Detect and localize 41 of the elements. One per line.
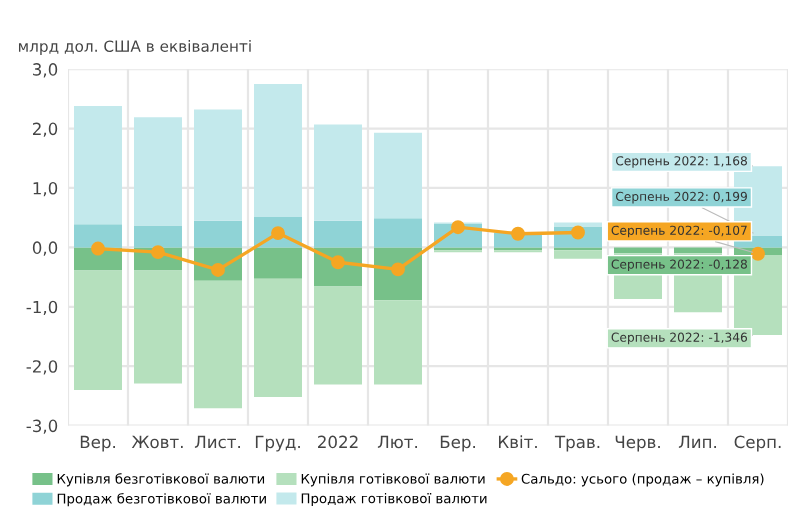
bar <box>194 109 242 221</box>
x-tick-label: Бер. <box>440 435 475 452</box>
x-tick-label: Лист. <box>194 435 240 449</box>
bar <box>74 105 122 225</box>
bar <box>134 225 182 248</box>
bar <box>74 224 122 248</box>
bar <box>374 218 422 248</box>
bar <box>314 124 362 221</box>
bar <box>254 247 302 279</box>
bar <box>254 278 302 398</box>
bar <box>374 132 422 219</box>
x-tick-label: Трав. <box>554 435 600 452</box>
bar <box>554 250 602 259</box>
x-tick-label: Квіт. <box>498 435 537 448</box>
bar <box>74 270 122 390</box>
x-tick-label: Серп. <box>734 435 781 452</box>
x-tick-label: Лип. <box>678 435 716 448</box>
y-tick-label: 2,0 <box>32 122 58 137</box>
y-tick-label: 3,0 <box>33 63 58 78</box>
bar <box>194 280 242 409</box>
bar <box>254 84 302 218</box>
bar <box>314 286 362 385</box>
point <box>451 220 465 235</box>
y-tick-label: -3,0 <box>26 419 58 434</box>
x-tick-label: Вер. <box>80 435 115 452</box>
bar <box>134 270 182 384</box>
x-tick-label: Черв. <box>615 435 660 452</box>
x-tick-label: 2022 <box>318 435 358 449</box>
y-tick-label: -1,0 <box>26 300 58 316</box>
bar <box>374 300 422 385</box>
y-tick-label: 1,0 <box>33 181 58 197</box>
y-tick-label: -2,0 <box>26 360 58 375</box>
bar <box>134 117 182 226</box>
x-tick-label: Лют. <box>377 435 417 449</box>
point <box>91 241 105 256</box>
bar <box>314 220 362 248</box>
x-tick-label: Груд. <box>255 435 300 452</box>
x-tick-label: Жовт. <box>131 435 183 449</box>
bar <box>194 220 242 248</box>
y-tick-label: 0,0 <box>32 241 58 256</box>
point <box>751 246 765 261</box>
